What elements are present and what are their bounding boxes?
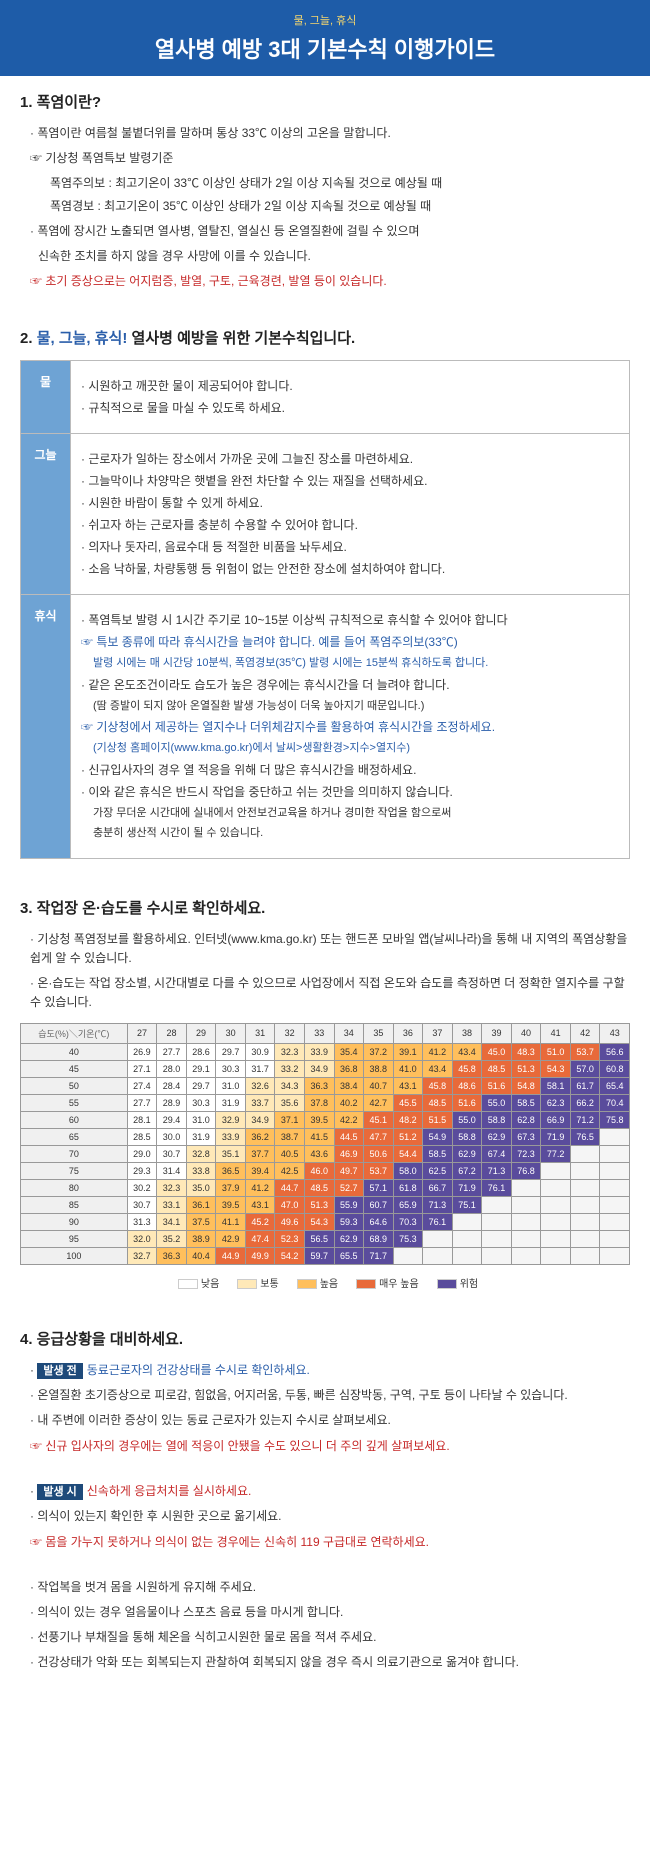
s1-p1a: 폭염주의보 : 최고기온이 33℃ 이상인 상태가 2일 이상 지속될 것으로 …	[50, 174, 630, 193]
s3-l1: 기상청 폭염정보를 활용하세요. 인터넷(www.kma.go.kr) 또는 핸…	[30, 930, 630, 968]
section-2: 2. 물, 그늘, 휴식! 열사병 예방을 위한 기본수칙입니다. 물시원하고 …	[0, 312, 650, 882]
rule-item: ☞ 특보 종류에 따라 휴식시간을 늘려야 합니다. 예를 들어 폭염주의보(3…	[81, 633, 619, 651]
s4-l2: 내 주변에 이러한 증상이 있는 동료 근로자가 있는지 수시로 살펴보세요.	[30, 1411, 630, 1430]
s4-b2: 발생 시 신속하게 응급처치를 실시하세요.	[30, 1482, 630, 1502]
s1-w1: ☞ 초기 증상으로는 어지럼증, 발열, 구토, 근육경련, 발열 등이 있습니…	[30, 272, 630, 291]
s4-w1: ☞ 신규 입사자의 경우에는 열에 적응이 안됐을 수도 있으니 더 주의 깊게…	[30, 1437, 630, 1456]
s2-post: 열사병 예방을 위한 기본수칙입니다.	[127, 330, 355, 347]
badge-after: 발생 시	[37, 1484, 82, 1500]
legend-item: 위험	[431, 1275, 478, 1290]
s1-l1: 폭염이란 여름철 불볕더위를 말하며 통상 33℃ 이상의 고온을 말합니다.	[30, 124, 630, 143]
rule-item: 시원하고 깨끗한 물이 제공되어야 합니다.	[81, 377, 619, 395]
s4-l1: 온열질환 초기증상으로 피로감, 힘없음, 어지러움, 두통, 빠른 심장박동,…	[30, 1386, 630, 1405]
rule-item: 같은 온도조건이라도 습도가 높은 경우에는 휴식시간을 더 늘려야 합니다.	[81, 676, 619, 694]
badge-before: 발생 전	[37, 1363, 82, 1379]
rule-content: 폭염특보 발령 시 1시간 주기로 10~15분 이상씩 규칙적으로 휴식할 수…	[71, 595, 630, 859]
legend-item: 높음	[291, 1275, 338, 1290]
s1-p1: ☞ 기상청 폭염특보 발령기준	[30, 149, 630, 168]
rule-item: 시원한 바람이 통할 수 있게 하세요.	[81, 494, 619, 512]
rule-item: 의자나 돗자리, 음료수대 등 적절한 비품을 놔두세요.	[81, 538, 619, 556]
section-3: 3. 작업장 온·습도를 수시로 확인하세요. 기상청 폭염정보를 활용하세요.…	[0, 882, 650, 1313]
rule-item: 이와 같은 휴식은 반드시 작업을 중단하고 쉬는 것만을 의미하지 않습니다.	[81, 783, 619, 801]
rule-label: 그늘	[21, 434, 71, 595]
s1-l2b: 신속한 조치를 하지 않을 경우 사망에 이를 수 있습니다.	[38, 247, 630, 266]
s4-l3: 의식이 있는지 확인한 후 시원한 곳으로 옮기세요.	[30, 1507, 630, 1526]
header-title: 열사병 예방 3대 기본수칙 이행가이드	[0, 32, 650, 64]
rule-item: 충분히 생산적 시간이 될 수 있습니다.	[93, 825, 619, 842]
header: 물, 그늘, 휴식 열사병 예방 3대 기본수칙 이행가이드	[0, 0, 650, 76]
s3-title: 3. 작업장 온·습도를 수시로 확인하세요.	[20, 897, 630, 918]
s4-l5: 의식이 있는 경우 얼음물이나 스포츠 음료 등을 마시게 합니다.	[30, 1603, 630, 1622]
s4-w2: ☞ 몸을 가누지 못하거나 의식이 없는 경우에는 신속히 119 구급대로 연…	[30, 1533, 630, 1552]
rule-item: 발령 시에는 매 시간당 10분씩, 폭염경보(35℃) 발령 시에는 15분씩…	[93, 655, 619, 672]
s1-p1b: 폭염경보 : 최고기온이 35℃ 이상인 상태가 2일 이상 지속될 것으로 예…	[50, 197, 630, 216]
s4-l7: 건강상태가 악화 또는 회복되는지 관찰하여 회복되지 않을 경우 즉시 의료기…	[30, 1653, 630, 1672]
rule-label: 휴식	[21, 595, 71, 859]
s2-title: 2. 물, 그늘, 휴식! 열사병 예방을 위한 기본수칙입니다.	[20, 327, 630, 348]
legend-item: 매우 높음	[350, 1275, 419, 1290]
rule-item: 가장 무더운 시간대에 실내에서 안전보건교육을 하거나 경미한 작업을 함으로…	[93, 805, 619, 822]
s3-l2: 온·습도는 작업 장소별, 시간대별로 다를 수 있으므로 사업장에서 직접 온…	[30, 974, 630, 1012]
section-4: 4. 응급상황을 대비하세요. 발생 전 동료근로자의 건강상태를 수시로 확인하…	[0, 1313, 650, 1694]
header-sub: 물, 그늘, 휴식	[0, 12, 650, 28]
rule-label: 물	[21, 361, 71, 434]
section-1: 1. 폭염이란? 폭염이란 여름철 불볕더위를 말하며 통상 33℃ 이상의 고…	[0, 76, 650, 312]
s2-pre: 2.	[20, 330, 37, 347]
rules-table: 물 시원하고 깨끗한 물이 제공되어야 합니다. 규칙적으로 물을 마실 수 있도록…	[20, 360, 630, 859]
s4-b1: 발생 전 동료근로자의 건강상태를 수시로 확인하세요.	[30, 1361, 630, 1381]
legend-item: 낮음	[172, 1275, 219, 1290]
rule-content: 근로자가 일하는 장소에서 가까운 곳에 그늘진 장소를 마련하세요. 그늘막이나…	[71, 434, 630, 595]
s4-l4: 작업복을 벗겨 몸을 시원하게 유지해 주세요.	[30, 1578, 630, 1597]
s4-title: 4. 응급상황을 대비하세요.	[20, 1328, 630, 1349]
rule-item: 규칙적으로 물을 마실 수 있도록 하세요.	[81, 399, 619, 417]
rule-item: ☞ 기상청에서 제공하는 열지수나 더위체감지수를 활용하여 휴식시간을 조정하…	[81, 718, 619, 736]
s4-l6: 선풍기나 부채질을 통해 체온을 식히고시원한 물로 몸을 적셔 주세요.	[30, 1628, 630, 1647]
rule-item: 폭염특보 발령 시 1시간 주기로 10~15분 이상씩 규칙적으로 휴식할 수…	[81, 611, 619, 629]
legend-item: 보통	[231, 1275, 278, 1290]
rule-item: 소음 낙하물, 차량통행 등 위험이 없는 안전한 장소에 설치하여야 합니다.	[81, 560, 619, 578]
s1-l2: 폭염에 장시간 노출되면 열사병, 열탈진, 열실신 등 온열질환에 걸릴 수 …	[30, 222, 630, 241]
rule-item: 그늘막이나 차양막은 햇볕을 완전 차단할 수 있는 재질을 선택하세요.	[81, 472, 619, 490]
s4-b1t: 동료근로자의 건강상태를 수시로 확인하세요.	[87, 1363, 310, 1377]
s1-title: 1. 폭염이란?	[20, 91, 630, 112]
s2-blue: 물, 그늘, 휴식!	[37, 330, 128, 347]
rule-item: 근로자가 일하는 장소에서 가까운 곳에 그늘진 장소를 마련하세요.	[81, 450, 619, 468]
rule-item: 쉬고자 하는 근로자를 충분히 수용할 수 있어야 합니다.	[81, 516, 619, 534]
s4-b2t: 신속하게 응급처치를 실시하세요.	[87, 1484, 252, 1498]
heat-index-table: 습도(%)＼기온(℃)27282930313233343536373839404…	[20, 1023, 630, 1265]
heat-legend: 낮음 보통 높음 매우 높음 위험	[20, 1275, 630, 1290]
rule-item: (기상청 홈페이지(www.kma.go.kr)에서 날씨>생활환경>지수>열지…	[93, 740, 619, 757]
rule-item: 신규입사자의 경우 열 적응을 위해 더 많은 휴식시간을 배정하세요.	[81, 761, 619, 779]
rule-item: (땀 증발이 되지 않아 온열질환 발생 가능성이 더욱 높아지기 때문입니다.…	[93, 698, 619, 715]
rule-content: 시원하고 깨끗한 물이 제공되어야 합니다. 규칙적으로 물을 마실 수 있도록 …	[71, 361, 630, 434]
